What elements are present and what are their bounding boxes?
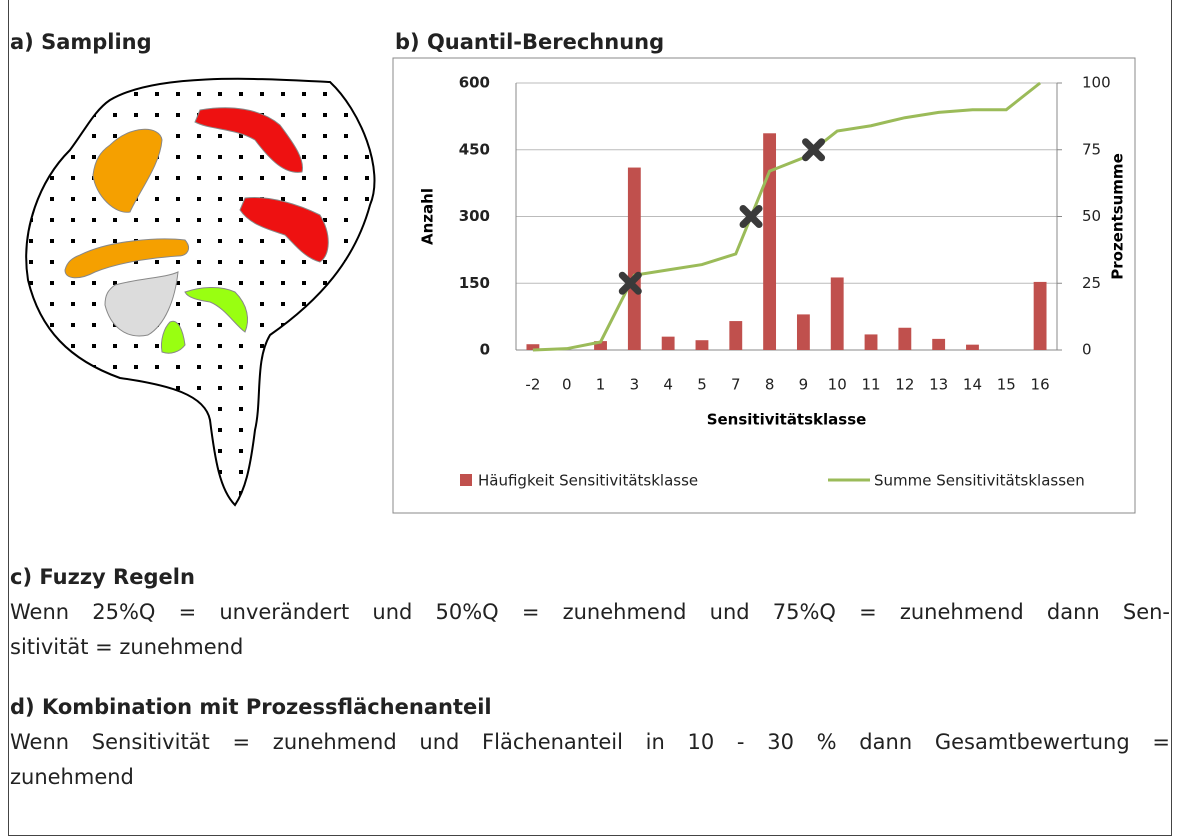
panel-title: b) Quantil-Berechnung <box>395 30 664 54</box>
x-tick-label: 12 <box>895 376 914 394</box>
patch-green <box>184 287 248 333</box>
x-tick-label: -2 <box>525 376 540 394</box>
y-tick-label: 150 <box>459 274 490 292</box>
bar <box>932 338 946 350</box>
x-tick-label: 1 <box>596 376 606 394</box>
bar <box>627 167 641 350</box>
y2-axis-label: Prozentsumme <box>1109 153 1127 280</box>
quantile-marker <box>802 138 826 162</box>
y-tick-label: 450 <box>459 140 490 158</box>
x-tick-label: 15 <box>997 376 1016 394</box>
patch-red <box>194 107 304 173</box>
bar <box>594 341 607 350</box>
y-tick-label: 600 <box>459 74 490 92</box>
text-line: sitivität = zunehmend <box>10 635 244 659</box>
area-outline <box>25 77 376 507</box>
quantile-marker <box>618 271 642 295</box>
bar <box>729 321 743 350</box>
patch-red <box>239 196 329 263</box>
text-line: zunehmend <box>10 765 134 789</box>
bar <box>661 336 675 350</box>
section-d: d) Kombination mit Prozessflächenanteil … <box>10 690 1170 795</box>
bar <box>966 344 979 350</box>
x-axis-label: Sensitivitätsklasse <box>707 411 867 429</box>
y-tick-label: 300 <box>459 207 490 225</box>
x-tick-label: 7 <box>731 376 741 394</box>
legend-label: Summe Sensitivitätsklassen <box>874 472 1085 490</box>
x-tick-label: 13 <box>929 376 948 394</box>
bar <box>695 340 709 350</box>
section-title: d) Kombination mit Prozessflächenanteil <box>10 695 492 719</box>
x-tick-label: 16 <box>1031 376 1050 394</box>
x-tick-label: 3 <box>630 376 640 394</box>
bar <box>526 344 540 350</box>
patch-orange <box>92 128 163 213</box>
bar <box>1033 281 1047 350</box>
x-tick-label: 8 <box>765 376 775 394</box>
sampling-map <box>25 77 376 507</box>
line <box>532 81 1042 352</box>
patch-gray <box>104 271 179 337</box>
y2-tick-label: 75 <box>1082 140 1101 158</box>
x-tick-label: 9 <box>799 376 809 394</box>
bar <box>763 133 777 350</box>
y2-tick-label: 0 <box>1082 341 1092 359</box>
x-tick-label: 5 <box>697 376 707 394</box>
patch-orange <box>64 238 189 279</box>
y2-tick-label: 100 <box>1082 74 1111 92</box>
section-title: c) Fuzzy Regeln <box>10 565 195 589</box>
x-tick-label: 0 <box>562 376 572 394</box>
figure: a) Sampling b) Quantil-Berechnung 015030… <box>10 30 1136 514</box>
section-c: c) Fuzzy Regeln Wenn 25%Q = unverändert … <box>10 560 1170 665</box>
bar <box>898 327 912 350</box>
x-tick-label: 11 <box>861 376 880 394</box>
bar <box>796 314 810 350</box>
frame <box>8 0 1172 836</box>
y-tick-label: 0 <box>480 341 490 359</box>
bar <box>830 277 844 350</box>
bar <box>864 334 878 350</box>
panel-title: a) Sampling <box>10 30 152 54</box>
legend-swatch <box>460 474 472 486</box>
patch-green <box>161 320 186 354</box>
text-line: Wenn 25%Q = unverändert und 50%Q = zuneh… <box>10 600 1170 624</box>
quantile-marker <box>739 205 763 228</box>
legend-label: Häufigkeit Sensitivitätsklasse <box>478 472 698 490</box>
y2-tick-label: 25 <box>1082 274 1101 292</box>
y-axis-label: Anzahl <box>419 188 437 245</box>
text-line: Wenn Sensitivität = zunehmend und Fläche… <box>10 730 1170 754</box>
x-tick-label: 10 <box>828 376 847 394</box>
x-tick-label: 4 <box>663 376 673 394</box>
y2-tick-label: 50 <box>1082 207 1101 225</box>
x-tick-label: 14 <box>963 376 982 394</box>
